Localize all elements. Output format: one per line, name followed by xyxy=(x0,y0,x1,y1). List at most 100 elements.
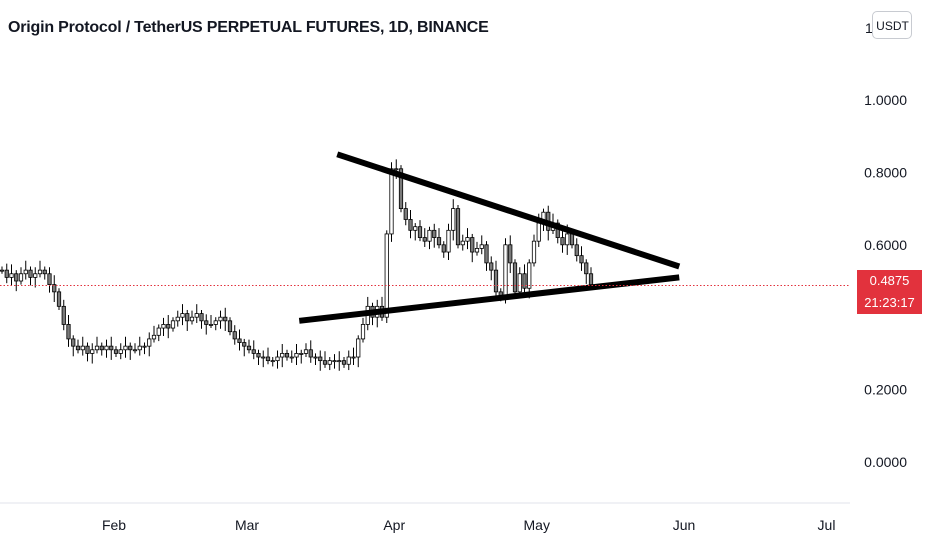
y-tick-label: 1.0000 xyxy=(864,92,907,108)
candle xyxy=(99,342,104,356)
candle xyxy=(204,314,209,335)
candle xyxy=(232,325,237,345)
interval: 1D xyxy=(388,19,409,36)
candle xyxy=(194,304,199,323)
candle xyxy=(52,275,57,302)
candle xyxy=(351,347,356,365)
x-tick-label: Jun xyxy=(673,517,696,533)
candle xyxy=(403,202,408,226)
candle xyxy=(484,241,489,271)
candle xyxy=(0,266,5,274)
candle xyxy=(237,329,242,351)
candle xyxy=(246,339,252,354)
candle xyxy=(327,357,332,371)
y-tick-label: 0.0000 xyxy=(864,454,907,470)
candle xyxy=(175,310,180,327)
candle xyxy=(451,199,456,241)
candle xyxy=(446,223,451,261)
candle xyxy=(118,343,123,360)
candles-group xyxy=(0,159,594,371)
y-tick-label: 0.2000 xyxy=(864,382,907,398)
candle xyxy=(275,350,280,369)
candle xyxy=(123,336,128,358)
chart-title: Origin Protocol / TetherUS PERPETUAL FUT… xyxy=(8,19,489,37)
candle xyxy=(256,349,261,365)
candle xyxy=(14,270,19,292)
candle xyxy=(137,336,142,356)
candle xyxy=(346,350,351,371)
candle xyxy=(384,230,389,323)
candle xyxy=(294,343,299,365)
candle xyxy=(337,351,342,371)
bar-countdown: 21:23:17 xyxy=(857,291,922,314)
candle xyxy=(408,210,413,239)
candle xyxy=(489,256,494,281)
candle xyxy=(332,354,337,369)
candle xyxy=(104,339,109,358)
candle xyxy=(223,307,228,331)
currency-button[interactable]: USDT xyxy=(872,11,912,39)
candle xyxy=(61,299,66,331)
candle xyxy=(56,288,62,310)
title-separator: , xyxy=(408,19,418,36)
candle xyxy=(37,260,43,278)
candle xyxy=(413,223,418,241)
candle xyxy=(555,219,560,244)
candle xyxy=(503,238,508,304)
x-tick-label: Mar xyxy=(235,517,259,533)
candle xyxy=(460,234,465,251)
candle xyxy=(94,336,100,354)
candle xyxy=(80,336,85,356)
candle xyxy=(4,263,9,284)
candle xyxy=(90,343,95,364)
candle xyxy=(474,241,480,256)
candle xyxy=(427,226,432,250)
candle xyxy=(465,228,470,250)
candle xyxy=(522,264,527,297)
candle xyxy=(313,353,318,365)
x-tick-label: May xyxy=(524,517,550,533)
axis-top-partial-tick: 1 xyxy=(865,20,873,36)
candle xyxy=(441,241,446,258)
candle xyxy=(128,342,133,360)
candle xyxy=(531,234,537,267)
candle xyxy=(389,162,394,242)
candle xyxy=(455,204,461,249)
y-tick-label: 0.8000 xyxy=(864,164,907,180)
candle xyxy=(132,343,138,354)
candle xyxy=(113,346,119,358)
trendline-lower[interactable] xyxy=(298,274,680,324)
candle xyxy=(156,324,161,342)
symbol-name: Origin Protocol / TetherUS PERPETUAL FUT… xyxy=(8,19,380,36)
candle xyxy=(66,315,71,347)
candle xyxy=(71,335,76,357)
candle xyxy=(417,220,423,242)
candle xyxy=(574,238,579,262)
candle xyxy=(18,267,24,285)
y-axis: 1.0000 0.8000 0.6000 0.2000 0.0000 xyxy=(864,92,907,470)
candle xyxy=(151,325,157,343)
candle xyxy=(47,267,52,293)
candle xyxy=(85,342,90,362)
last-price-label: 0.4875 xyxy=(857,269,922,292)
x-tick-label: Apr xyxy=(383,517,405,533)
candle xyxy=(180,304,185,326)
candle xyxy=(318,350,323,371)
trendline-upper[interactable] xyxy=(336,151,681,270)
candle xyxy=(436,228,442,249)
candle xyxy=(242,338,247,357)
exchange: BINANCE xyxy=(417,19,489,36)
candle xyxy=(213,317,218,331)
candle xyxy=(265,347,271,365)
candle xyxy=(227,317,233,336)
candle xyxy=(109,336,114,360)
candle xyxy=(303,343,309,358)
candle xyxy=(584,259,589,284)
candle xyxy=(208,315,214,329)
candle xyxy=(517,267,522,298)
candle xyxy=(75,339,81,354)
x-tick-label: Feb xyxy=(102,517,126,533)
candle xyxy=(189,310,195,325)
candle xyxy=(218,310,223,329)
